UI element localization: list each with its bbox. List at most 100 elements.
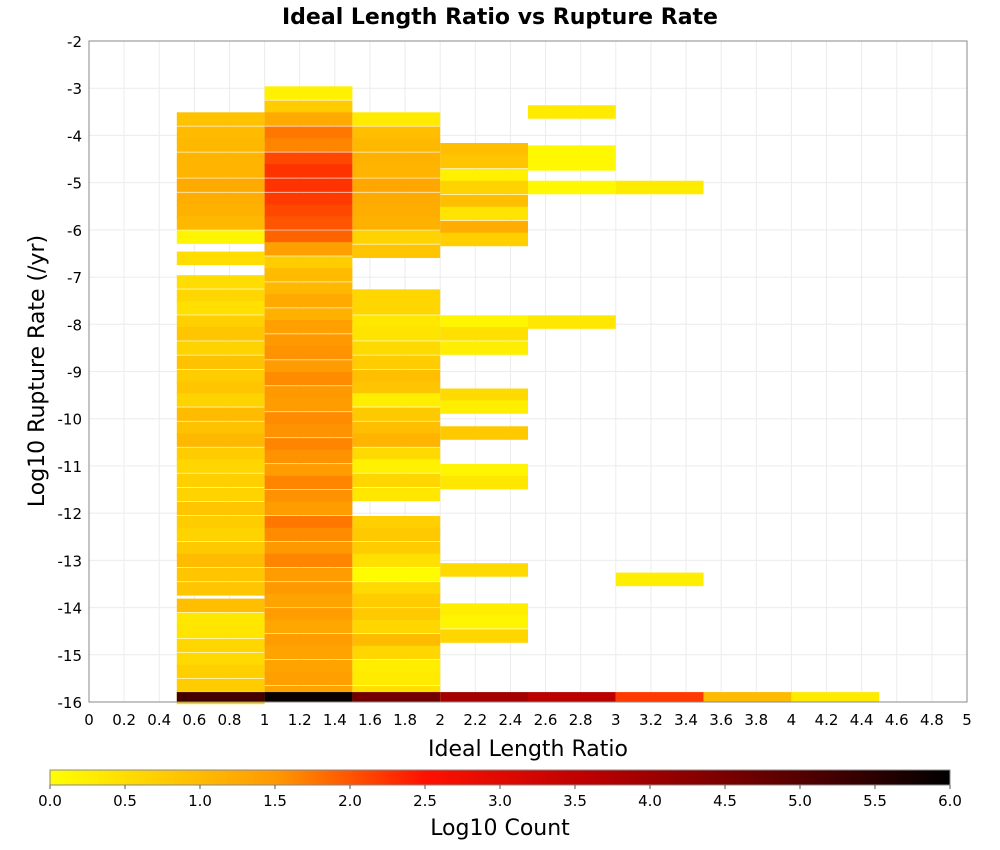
- x-axis-label: Ideal Length Ratio: [428, 737, 628, 762]
- colorbar-tick-label: 3.0: [488, 792, 512, 810]
- heatmap-cell: [352, 619, 441, 634]
- heatmap-cell: [176, 327, 265, 341]
- x-tick-label: 2: [435, 711, 445, 729]
- heatmap-cell: [528, 105, 616, 119]
- heatmap-cell: [176, 112, 265, 126]
- heatmap-cell: [264, 346, 353, 360]
- heatmap-cell: [176, 487, 265, 502]
- heatmap-cell: [176, 459, 265, 473]
- y-tick-label: -12: [58, 505, 83, 523]
- heatmap-cell: [440, 629, 528, 643]
- x-tick-label: 1.4: [323, 711, 347, 729]
- x-tick-label: 3.4: [674, 711, 698, 729]
- heatmap-cell: [264, 567, 353, 582]
- heatmap-cell: [440, 194, 528, 209]
- x-tick-label: 4.2: [815, 711, 839, 729]
- heatmap-cell: [615, 692, 704, 702]
- heatmap-cell: [352, 582, 441, 596]
- heatmap-cell: [440, 315, 528, 329]
- x-tick-label: 0.8: [218, 711, 242, 729]
- y-tick-label: -2: [67, 33, 82, 51]
- heatmap-cell: [352, 527, 441, 542]
- heatmap-cell: [264, 178, 353, 192]
- heatmap-cell: [176, 664, 265, 679]
- heatmap-cell: [440, 388, 528, 403]
- heatmap-cell: [440, 327, 528, 341]
- heatmap-cell: [176, 204, 265, 218]
- heatmap-cell: [176, 216, 265, 230]
- heatmap-cell: [264, 164, 353, 178]
- colorbar-ticks: 0.0 0.5 1.0 1.5 2.0 2.5 3.0 3.5 4.0 4.5 5.0 5.5 6.0: [38, 785, 962, 810]
- x-tick-label: 4.6: [885, 711, 909, 729]
- heatmap-cell: [176, 678, 265, 693]
- colorbar-label: Log10 Count: [430, 816, 570, 841]
- x-tick-label: 1.2: [288, 711, 312, 729]
- heatmap-cell: [176, 289, 265, 303]
- heatmap-cell: [352, 230, 441, 244]
- y-tick-label: -15: [58, 647, 83, 665]
- heatmap-cell: [264, 294, 353, 308]
- heatmap-cell: [352, 608, 441, 622]
- heatmap-cell: [615, 180, 704, 195]
- heatmap-cell: [440, 232, 528, 247]
- heatmap-cell: [176, 638, 265, 653]
- heatmap-cell: [352, 433, 441, 447]
- heatmap-cell: [264, 100, 353, 115]
- heatmap-cell: [176, 275, 265, 289]
- heatmap-cell: [352, 204, 441, 218]
- heatmap-cell: [176, 381, 265, 395]
- colorbar-tick-label: 0.5: [113, 792, 137, 810]
- heatmap-cell: [264, 152, 353, 166]
- heatmap-cell: [264, 541, 353, 556]
- heatmap-cells: [176, 86, 880, 705]
- heatmap-cell: [528, 157, 616, 171]
- x-tick-label: 4.4: [850, 711, 874, 729]
- heatmap-cell: [703, 692, 792, 702]
- x-tick-label: 0.4: [147, 711, 171, 729]
- heatmap-cell: [352, 216, 441, 230]
- heatmap-cell: [352, 567, 441, 582]
- heatmap-cell: [352, 459, 441, 473]
- colorbar-tick-label: 1.0: [188, 792, 212, 810]
- y-tick-label: -7: [67, 269, 82, 287]
- heatmap-cell: [352, 192, 441, 207]
- heatmap-cell: [176, 598, 265, 613]
- x-tick-label: 4.8: [920, 711, 944, 729]
- colorbar-tick-label: 5.0: [788, 792, 812, 810]
- heatmap-cell: [264, 86, 353, 100]
- colorbar-tick-label: 1.5: [263, 792, 287, 810]
- heatmap-cell: [264, 527, 353, 542]
- colorbar: [49, 769, 951, 786]
- heatmap-cell: [440, 426, 528, 440]
- y-tick-label: -16: [58, 694, 83, 712]
- heatmap-cell: [440, 142, 528, 157]
- x-tick-label: 0.2: [112, 711, 136, 729]
- heatmap-cell: [176, 447, 265, 462]
- x-tick-label: 2.6: [534, 711, 558, 729]
- x-tick-label: 4: [787, 711, 797, 729]
- heatmap-cell: [176, 473, 265, 488]
- heatmap-cell: [440, 220, 528, 235]
- y-tick-label: -6: [67, 222, 82, 240]
- heatmap-cell: [176, 582, 265, 596]
- heatmap-cell: [352, 164, 441, 178]
- heatmap-cell: [440, 154, 528, 169]
- heatmap-cell: [176, 369, 265, 384]
- y-tick-label: -5: [67, 175, 82, 193]
- heatmap-cell: [264, 464, 353, 478]
- heatmap-cell: [176, 230, 265, 244]
- y-axis-label: Log10 Rupture Rate (/yr): [25, 235, 50, 507]
- x-tick-label: 1.8: [393, 711, 417, 729]
- heatmap-cell: [352, 301, 441, 315]
- colorbar-tick-label: 4.5: [713, 792, 737, 810]
- heatmap-cell: [264, 242, 353, 256]
- heatmap-cell: [176, 251, 265, 266]
- heatmap-cell: [264, 553, 353, 568]
- heatmap-cell: [264, 216, 353, 230]
- heatmap-cell: [176, 407, 265, 421]
- heatmap-cell: [352, 447, 441, 462]
- heatmap-cell: [440, 475, 528, 490]
- heatmap-cell: [352, 178, 441, 192]
- heatmap-cell: [352, 369, 441, 384]
